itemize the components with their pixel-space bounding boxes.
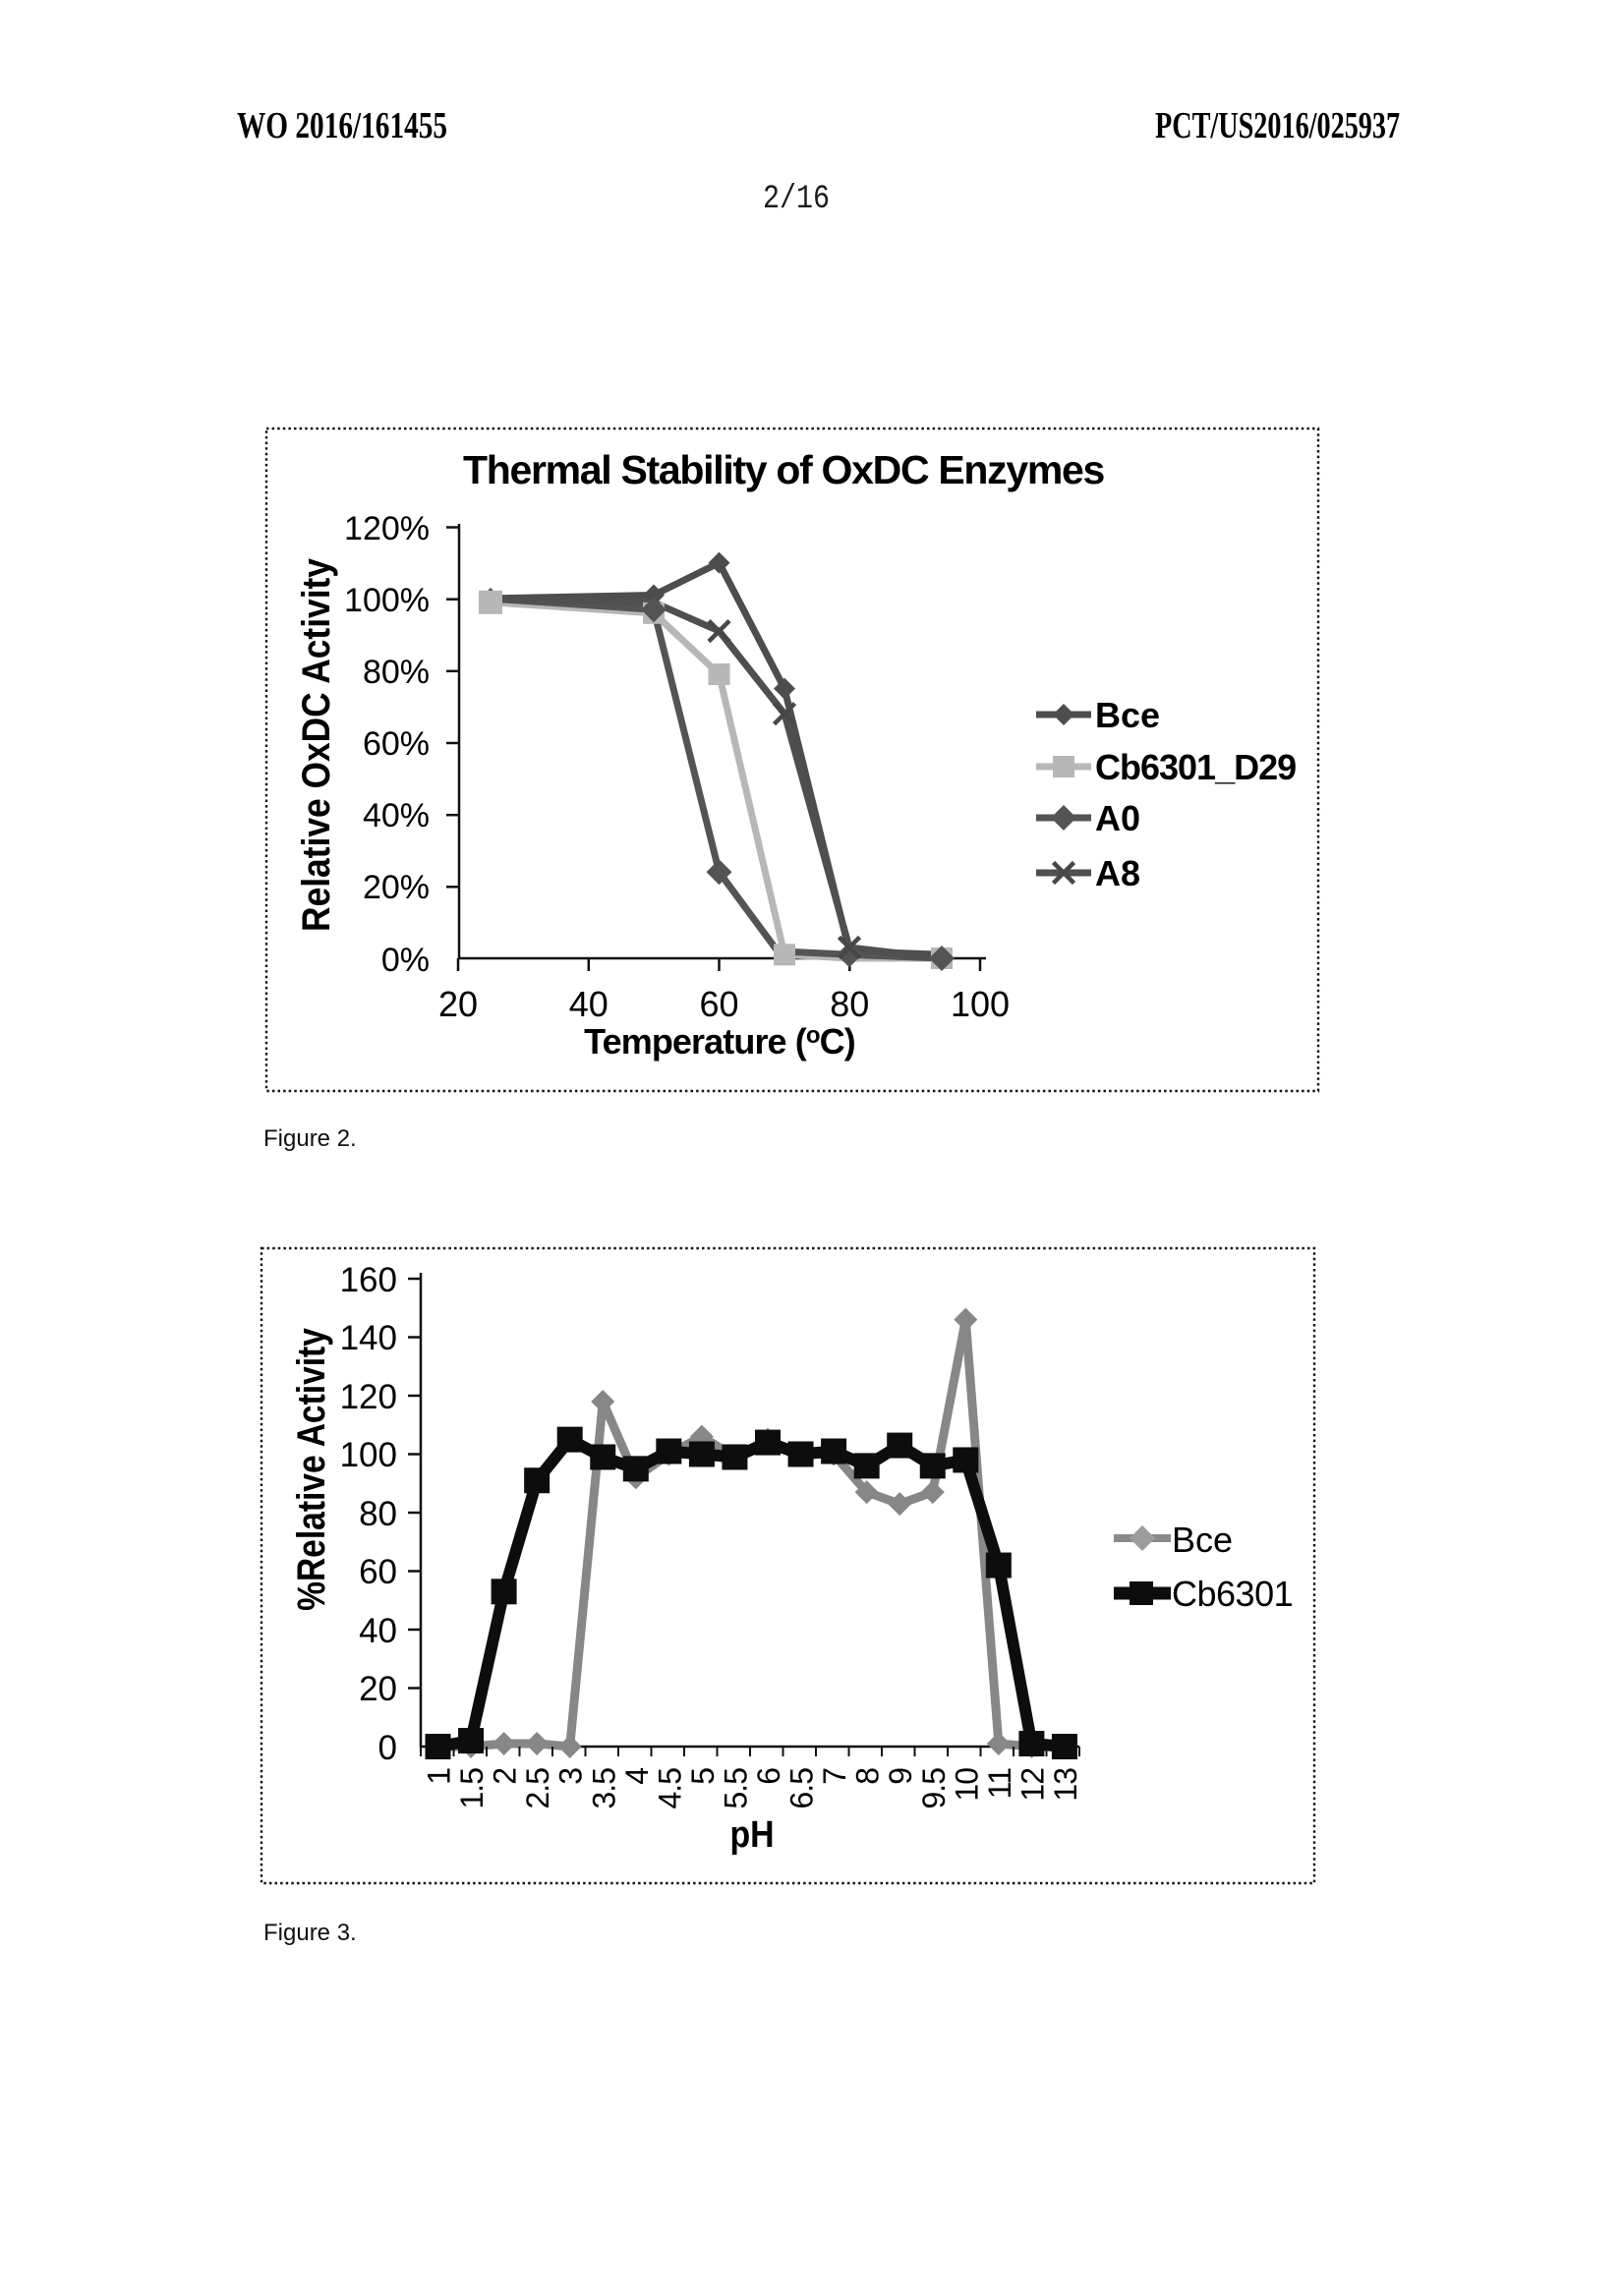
- svg-text:80: 80: [830, 984, 869, 1024]
- svg-text:100: 100: [340, 1436, 397, 1474]
- svg-text:6.5: 6.5: [784, 1768, 820, 1809]
- svg-text:Relative OxDC Activity: Relative OxDC Activity: [294, 558, 338, 932]
- svg-text:80%: 80%: [363, 654, 430, 691]
- svg-text:60: 60: [359, 1553, 397, 1591]
- svg-text:3: 3: [553, 1768, 589, 1785]
- svg-text:pH: pH: [729, 1812, 774, 1855]
- svg-text:4.5: 4.5: [652, 1768, 687, 1809]
- svg-text:140: 140: [340, 1319, 397, 1357]
- svg-text:5.5: 5.5: [718, 1768, 753, 1809]
- svg-text:40: 40: [359, 1612, 397, 1650]
- svg-text:A0: A0: [1095, 798, 1140, 838]
- svg-text:120: 120: [340, 1378, 397, 1416]
- svg-text:160: 160: [340, 1261, 397, 1299]
- svg-text:20: 20: [359, 1670, 397, 1708]
- svg-text:2.5: 2.5: [520, 1768, 555, 1809]
- svg-text:0: 0: [378, 1729, 397, 1767]
- svg-text:9: 9: [883, 1768, 918, 1785]
- svg-text:8: 8: [850, 1768, 886, 1785]
- svg-text:Temperature (oC): Temperature (oC): [584, 1021, 855, 1062]
- svg-text:13: 13: [1048, 1768, 1083, 1802]
- svg-text:100%: 100%: [344, 582, 430, 619]
- svg-text:6: 6: [751, 1768, 786, 1785]
- svg-text:11: 11: [982, 1768, 1017, 1799]
- svg-text:2: 2: [488, 1768, 523, 1785]
- svg-text:40: 40: [569, 984, 609, 1024]
- svg-text:A8: A8: [1095, 853, 1140, 893]
- svg-text:%Relative Activity: %Relative Activity: [289, 1328, 332, 1611]
- svg-text:20%: 20%: [363, 869, 430, 906]
- svg-text:60: 60: [699, 984, 738, 1024]
- svg-text:Thermal Stability of OxDC Enzy: Thermal Stability of OxDC Enzymes: [463, 447, 1104, 492]
- svg-text:Bce: Bce: [1172, 1520, 1233, 1560]
- svg-text:Cb6301: Cb6301: [1172, 1574, 1293, 1614]
- svg-text:60%: 60%: [363, 725, 430, 763]
- svg-text:4: 4: [619, 1768, 655, 1785]
- svg-text:9.5: 9.5: [916, 1768, 952, 1809]
- svg-text:40%: 40%: [363, 797, 430, 834]
- svg-text:120%: 120%: [344, 510, 430, 547]
- svg-text:7: 7: [817, 1768, 852, 1785]
- svg-text:80: 80: [359, 1495, 397, 1533]
- svg-text:100: 100: [951, 984, 1010, 1024]
- svg-text:1.5: 1.5: [454, 1768, 490, 1809]
- svg-text:12: 12: [1014, 1768, 1050, 1802]
- svg-text:Cb6301_D29: Cb6301_D29: [1095, 747, 1296, 787]
- svg-text:1: 1: [422, 1768, 457, 1785]
- svg-text:20: 20: [438, 984, 478, 1024]
- svg-text:5: 5: [685, 1768, 721, 1785]
- svg-text:Bce: Bce: [1095, 695, 1160, 735]
- svg-text:10: 10: [949, 1768, 984, 1802]
- svg-text:3.5: 3.5: [586, 1768, 621, 1809]
- svg-text:0%: 0%: [381, 942, 430, 979]
